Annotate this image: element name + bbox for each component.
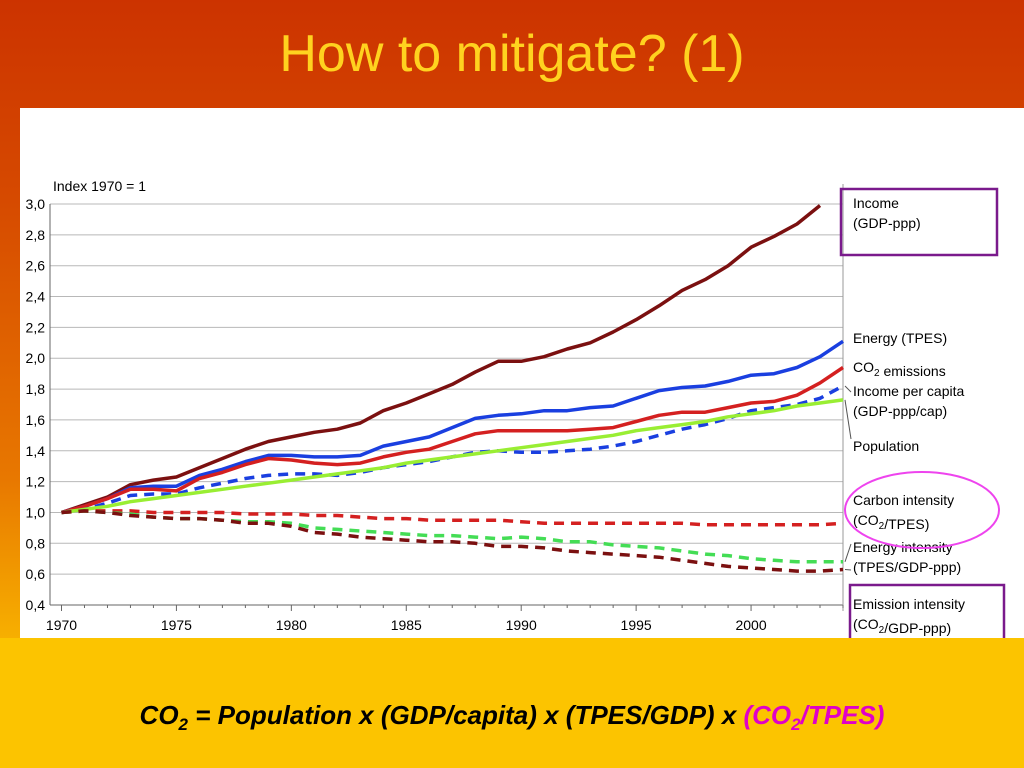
series-line	[61, 509, 844, 573]
axes: 3,0 2,8 2,6 2,4 2,2 2,0 1,8 1,6 1,4 1,2 1,0 0,8 0,6 0…	[26, 184, 844, 633]
legend-label: Emission intensity	[853, 596, 965, 612]
y-tick-label: 1,2	[26, 474, 46, 490]
x-tick-label: 1970	[46, 617, 77, 633]
y-tick-label: 2,4	[26, 289, 46, 305]
leader-line	[844, 385, 852, 393]
legend-label: (GDP-ppp/cap)	[853, 403, 947, 419]
legend-label: Income	[853, 195, 899, 211]
formula-highlight: (CO2/TPES)	[743, 700, 885, 734]
y-tick-label: 2,2	[26, 319, 46, 335]
chart-panel: 3,0 2,8 2,6 2,4 2,2 2,0 1,8 1,6 1,4 1,2 1,0 0,8 0,6 0…	[20, 108, 1024, 638]
series-line	[60, 204, 822, 515]
series-line	[61, 366, 844, 515]
y-tick-label: 1,4	[26, 443, 46, 459]
y-tick-label: 2,8	[26, 227, 46, 243]
series-line	[61, 339, 844, 515]
y-tick-label: 2,6	[26, 258, 46, 274]
formula-sub1: 2	[178, 715, 189, 735]
slide-title: How to mitigate? (1)	[279, 25, 745, 83]
series-lines	[60, 204, 844, 573]
legend-label: Energy (TPES)	[853, 330, 947, 346]
legend-label: CO2 emissions	[853, 359, 946, 379]
formula-co: CO	[139, 700, 179, 730]
legend-label: (TPES/GDP-ppp)	[853, 559, 961, 575]
legend: Income (GDP-ppp) Energy (TPES) CO2 emission…	[839, 187, 1006, 638]
emission-intensity-highlight-box	[848, 583, 1006, 638]
formula-hl-close: /TPES)	[800, 700, 885, 730]
series-line	[61, 509, 844, 527]
x-tick-label: 1975	[161, 617, 192, 633]
y-tick-label: 0,4	[26, 597, 46, 613]
gridlines	[50, 203, 843, 606]
legend-label: (CO2/TPES)	[853, 512, 929, 532]
y-tick-label: 1,0	[26, 504, 46, 520]
legend-label: (CO2/GDP-ppp)	[853, 616, 951, 636]
y-tick-label: 2,0	[26, 350, 46, 366]
x-tick-label: 1980	[276, 617, 307, 633]
x-tick-label: 1995	[621, 617, 652, 633]
y-tick-label: 0,8	[26, 535, 46, 551]
line-chart: 3,0 2,8 2,6 2,4 2,2 2,0 1,8 1,6 1,4 1,2 1,0 0,8 0,6 0…	[26, 178, 1006, 638]
formula-sub2: 2	[791, 715, 801, 735]
x-tick-label: 1985	[391, 617, 422, 633]
footer-band	[0, 638, 1024, 768]
x-tick-label: 1990	[506, 617, 537, 633]
formula-hl-open: (CO	[743, 700, 792, 730]
series-line	[61, 398, 844, 515]
legend-label: Population	[853, 438, 919, 454]
leader-line	[844, 543, 852, 562]
kaya-formula: CO2 = Population x (GDP/capita) x (TPES/…	[0, 700, 1024, 735]
legend-label: Carbon intensity	[853, 492, 954, 508]
formula-mid: = Population x (GDP/capita) x (TPES/GDP)…	[188, 700, 744, 730]
x-tick-label: 2000	[735, 617, 766, 633]
legend-label: Income per capita	[853, 383, 964, 399]
income-highlight-box	[839, 187, 999, 257]
series-line	[61, 509, 843, 564]
y-tick-label: 1,8	[26, 381, 46, 397]
y-axis-label: Index 1970 = 1	[53, 178, 146, 194]
y-tick-label: 3,0	[26, 196, 46, 212]
leader-line	[844, 399, 852, 440]
carbon-intensity-highlight-ellipse	[844, 471, 1000, 549]
y-tick-label: 1,6	[26, 412, 46, 428]
y-tick-label: 0,6	[26, 566, 46, 582]
legend-label: (GDP-ppp)	[853, 215, 921, 231]
